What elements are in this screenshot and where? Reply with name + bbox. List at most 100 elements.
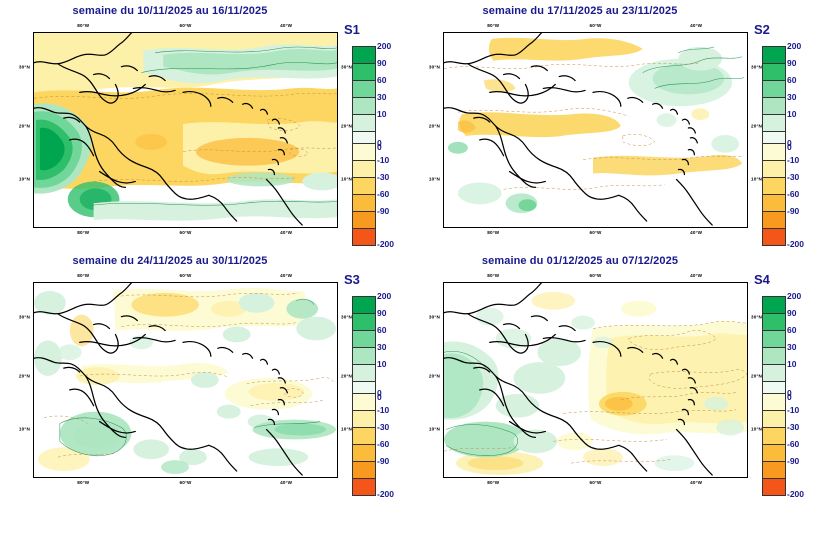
- lon-tick-top-80w: 80°W: [77, 273, 90, 278]
- colorbar-swatch-neg60: -60: [762, 439, 799, 461]
- colorbar-tick-90: 90: [787, 58, 797, 68]
- colorbar-swatch-neg0: 0: [762, 388, 792, 410]
- colorbar-swatch-60: 60: [352, 75, 386, 97]
- colorbar-swatch-neg10: -10: [352, 155, 389, 177]
- lat-tick-right-20n: 20°N: [341, 373, 353, 379]
- colorbar-tick-neg90: -90: [377, 456, 390, 466]
- colorbar-tick-neg10: -10: [787, 405, 800, 415]
- lon-tick-bot-60w: 60°W: [179, 230, 192, 235]
- lat-tick-20n: 20°N: [18, 123, 30, 129]
- lon-tick-bot-60w: 60°W: [179, 480, 192, 485]
- map-s4: 80°W 60°W 40°W 80°W 60°W 40°W 30°N 20°N …: [429, 273, 762, 485]
- colorbar-tick-0: 0: [377, 142, 382, 152]
- colorbar-tick-10: 10: [377, 359, 387, 369]
- map-frame: [33, 282, 338, 478]
- colorbar-swatch-neg200: -200: [352, 228, 394, 249]
- colorbar-swatch-200: 200: [352, 41, 391, 63]
- colorbar-swatch-200: 200: [762, 41, 801, 63]
- lon-tick-top-40w: 40°W: [280, 273, 293, 278]
- colorbar-swatch-neg10: -10: [762, 405, 799, 427]
- colorbar-tick-neg200: -200: [377, 239, 395, 249]
- lon-tick-bot-80w: 80°W: [487, 480, 500, 485]
- lat-tick-30n: 30°N: [428, 64, 440, 70]
- lat-tick-10n: 10°N: [428, 176, 440, 182]
- panel-label-s1: S1: [344, 22, 360, 37]
- colorbar-negative: 0 -10 -30 -60 -90 -200: [762, 388, 804, 499]
- colorbar-swatch-30: 30: [352, 92, 386, 114]
- colorbar-tick-neg60: -60: [377, 189, 390, 199]
- colorbar-swatch-neg60: -60: [352, 189, 389, 211]
- map-canvas: [444, 33, 747, 227]
- lat-tick-right-30n: 30°N: [341, 314, 353, 320]
- colorbar-swatch-90: 90: [352, 308, 386, 330]
- lat-tick-right-10n: 10°N: [341, 426, 353, 432]
- lat-tick-right-20n: 20°N: [341, 123, 353, 129]
- panel-title: semaine du 10/11/2025 au 16/11/2025: [72, 5, 268, 17]
- colorbar-tick-neg60: -60: [377, 439, 390, 449]
- lon-tick-top-80w: 80°W: [487, 273, 500, 278]
- colorbar-tick-neg10: -10: [377, 405, 390, 415]
- colorbar-swatch-neg90: -90: [352, 456, 389, 478]
- panel-s2: semaine du 17/11/2025 au 23/11/2025 S2: [410, 0, 820, 255]
- colorbar-tick-neg10: -10: [787, 155, 800, 165]
- lon-tick-top-60w: 60°W: [589, 273, 602, 278]
- lon-tick-bot-60w: 60°W: [589, 480, 602, 485]
- lat-tick-20n: 20°N: [428, 123, 440, 129]
- colorbar-tick-neg30: -30: [377, 422, 390, 432]
- colorbar-swatch-neg30: -30: [352, 422, 389, 444]
- colorbar-swatch-30: 30: [352, 342, 386, 364]
- colorbar-tick-10: 10: [377, 109, 387, 119]
- lat-tick-20n: 20°N: [18, 373, 30, 379]
- colorbar-swatch-neg0: 0: [352, 388, 382, 410]
- colorbar-tick-0: 0: [787, 142, 792, 152]
- colorbar-negative: 0 -10 -30 -60 -90 -200: [762, 138, 804, 249]
- colorbar-swatch-90: 90: [762, 308, 796, 330]
- colorbar-swatch-neg30: -30: [762, 422, 799, 444]
- colorbar-tick-200: 200: [787, 291, 802, 301]
- colorbar-swatch-neg200: -200: [762, 228, 804, 249]
- colorbar-swatch-90: 90: [352, 58, 386, 80]
- lon-tick-top-40w: 40°W: [690, 23, 703, 28]
- colorbar-swatch-60: 60: [762, 325, 796, 347]
- lat-tick-right-30n: 30°N: [341, 64, 353, 70]
- lat-tick-30n: 30°N: [18, 314, 30, 320]
- colorbar-swatch-200: 200: [352, 291, 391, 313]
- map-frame: [443, 282, 748, 478]
- colorbar-tick-neg60: -60: [787, 439, 800, 449]
- lat-tick-10n: 10°N: [18, 426, 30, 432]
- lat-tick-30n: 30°N: [18, 64, 30, 70]
- colorbar-tick-neg200: -200: [787, 239, 805, 249]
- colorbar-swatch-neg60: -60: [352, 439, 389, 461]
- panel-label-s3: S3: [344, 272, 360, 287]
- colorbar-swatch-neg0: 0: [352, 138, 382, 160]
- colorbar-tick-60: 60: [377, 325, 387, 335]
- lat-tick-right-20n: 20°N: [751, 373, 763, 379]
- lon-tick-top-80w: 80°W: [487, 23, 500, 28]
- map-canvas: [34, 283, 337, 477]
- colorbar-positive: 200 90 60 30 10 0: [352, 41, 391, 152]
- lon-tick-bot-40w: 40°W: [280, 230, 293, 235]
- colorbar-tick-10: 10: [787, 109, 797, 119]
- colorbar-tick-30: 30: [787, 342, 797, 352]
- colorbar-tick-30: 30: [787, 92, 797, 102]
- colorbar-swatch-neg90: -90: [762, 206, 799, 228]
- lon-tick-bot-80w: 80°W: [77, 480, 90, 485]
- lon-tick-top-80w: 80°W: [77, 23, 90, 28]
- colorbar-swatch-30: 30: [762, 342, 796, 364]
- colorbar-tick-60: 60: [377, 75, 387, 85]
- lon-tick-bot-40w: 40°W: [690, 230, 703, 235]
- colorbar-tick-neg0: 0: [787, 138, 792, 148]
- colorbar-swatch-neg0: 0: [762, 138, 792, 160]
- colorbar-tick-neg90: -90: [787, 206, 800, 216]
- colorbar-tick-60: 60: [787, 75, 797, 85]
- lon-tick-top-60w: 60°W: [179, 23, 192, 28]
- lon-tick-top-40w: 40°W: [280, 23, 293, 28]
- map-canvas: [34, 33, 337, 227]
- colorbar-swatch-neg90: -90: [352, 206, 389, 228]
- map-s2: 80°W 60°W 40°W 80°W 60°W 40°W 30°N 20°N …: [429, 23, 762, 235]
- colorbar-tick-neg90: -90: [377, 206, 390, 216]
- colorbar-tick-90: 90: [377, 308, 387, 318]
- colorbar-tick-neg200: -200: [377, 489, 395, 499]
- colorbar-tick-neg0: 0: [377, 388, 382, 398]
